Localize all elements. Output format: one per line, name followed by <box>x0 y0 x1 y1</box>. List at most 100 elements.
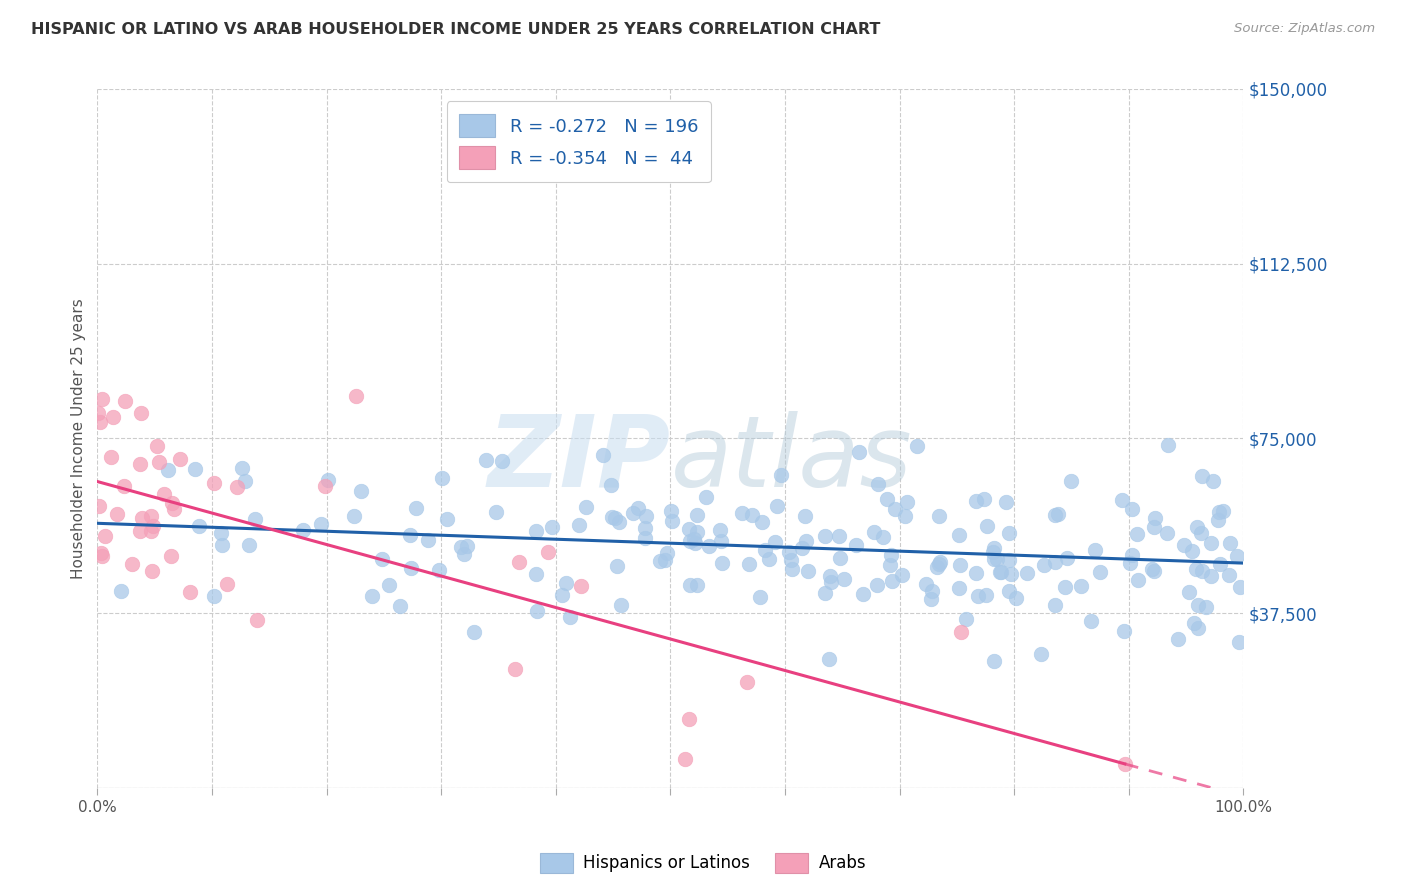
Point <box>1157 438 1180 452</box>
Point <box>343 509 366 524</box>
Point <box>101 409 124 424</box>
Point <box>820 575 842 590</box>
Point <box>427 564 450 578</box>
Point <box>685 525 707 540</box>
Point <box>112 479 135 493</box>
Point <box>607 515 630 529</box>
Point <box>1229 580 1251 594</box>
Point <box>524 524 547 538</box>
Point <box>485 505 508 519</box>
Point <box>1178 584 1201 599</box>
Point <box>921 583 943 598</box>
Point <box>148 455 170 469</box>
Point <box>89 415 111 429</box>
Point <box>650 554 672 568</box>
Point <box>780 552 803 566</box>
Point <box>204 475 226 490</box>
Point <box>416 533 439 547</box>
Point <box>246 614 269 628</box>
Point <box>997 553 1019 567</box>
Point <box>981 545 1004 559</box>
Point <box>988 565 1011 579</box>
Point <box>686 508 709 522</box>
Point <box>204 589 226 603</box>
Point <box>606 559 628 574</box>
Point <box>1143 520 1166 534</box>
Point <box>100 450 122 464</box>
Point <box>508 555 530 569</box>
Point <box>139 524 162 538</box>
Point <box>1118 557 1140 571</box>
Point <box>350 483 373 498</box>
Point <box>156 463 179 477</box>
Point <box>1126 527 1149 541</box>
Point <box>231 460 253 475</box>
Point <box>405 500 427 515</box>
Point <box>129 406 152 420</box>
Point <box>828 551 851 566</box>
Point <box>245 512 267 526</box>
Point <box>291 523 314 537</box>
Point <box>876 491 898 506</box>
Point <box>142 519 165 533</box>
Point <box>976 588 998 602</box>
Text: HISPANIC OR LATINO VS ARAB HOUSEHOLDER INCOME UNDER 25 YEARS CORRELATION CHART: HISPANIC OR LATINO VS ARAB HOUSEHOLDER I… <box>31 22 880 37</box>
Point <box>1143 564 1166 578</box>
Point <box>491 454 513 468</box>
Point <box>1046 508 1069 522</box>
Point <box>163 501 186 516</box>
Point <box>1088 565 1111 579</box>
Point <box>983 552 1005 566</box>
Point <box>866 578 889 592</box>
Point <box>1173 538 1195 552</box>
Point <box>983 654 1005 668</box>
Point <box>880 574 903 588</box>
Point <box>741 508 763 522</box>
Point <box>896 495 918 509</box>
Point <box>309 516 332 531</box>
Point <box>128 457 150 471</box>
Point <box>110 584 132 599</box>
Point <box>697 539 720 553</box>
Point <box>1084 542 1107 557</box>
Point <box>1070 579 1092 593</box>
Point <box>929 555 952 569</box>
Point <box>770 468 793 483</box>
Point <box>872 530 894 544</box>
Point <box>1053 580 1076 594</box>
Point <box>600 510 623 524</box>
Point <box>967 589 990 603</box>
Point <box>90 392 112 407</box>
Point <box>146 439 169 453</box>
Point <box>233 474 256 488</box>
Point <box>1000 567 1022 582</box>
Point <box>925 559 948 574</box>
Point <box>453 547 475 561</box>
Point <box>1227 634 1250 648</box>
Point <box>766 499 789 513</box>
Point <box>541 520 564 534</box>
Point <box>948 581 970 595</box>
Point <box>790 541 813 555</box>
Point <box>890 568 912 582</box>
Point <box>159 549 181 563</box>
Text: atlas: atlas <box>671 411 912 508</box>
Point <box>868 477 890 491</box>
Point <box>679 578 702 592</box>
Point <box>388 599 411 613</box>
Point <box>661 514 683 528</box>
Point <box>90 546 112 560</box>
Point <box>738 557 761 571</box>
Point <box>983 541 1005 555</box>
Point <box>998 584 1021 599</box>
Point <box>758 551 780 566</box>
Point <box>880 549 903 563</box>
Point <box>1189 525 1212 540</box>
Point <box>905 439 928 453</box>
Point <box>735 674 758 689</box>
Point <box>659 504 682 518</box>
Point <box>1208 505 1230 519</box>
Point <box>754 543 776 558</box>
Text: ZIP: ZIP <box>488 411 671 508</box>
Point <box>94 529 117 543</box>
